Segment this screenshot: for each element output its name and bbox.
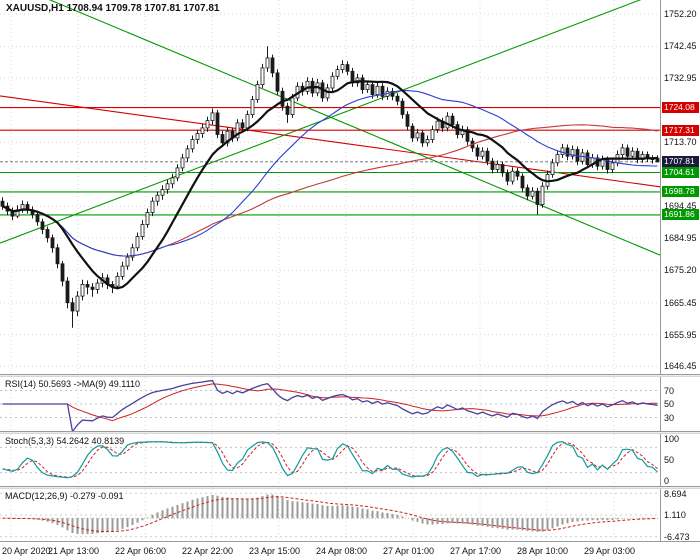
rsi-tick: 30 [664, 412, 675, 423]
macd-canvas[interactable] [0, 489, 660, 541]
price-tick: 1713.70 [664, 137, 697, 148]
level-price-badge: 1724.08 [662, 102, 699, 114]
price-tick: 1665.45 [664, 297, 697, 308]
panel-divider[interactable] [0, 431, 700, 434]
stoch-k-line [2, 441, 658, 479]
time-label: 20 Apr 2020 [2, 546, 51, 556]
stoch-tick: 0 [664, 475, 670, 486]
price-tick: 1646.45 [664, 361, 697, 372]
time-label: 27 Apr 17:00 [450, 546, 502, 556]
macd-histogram [6, 494, 654, 535]
level-price-badge: 1698.78 [662, 186, 699, 198]
price-tick: 1732.95 [664, 73, 697, 84]
stochastic-axis[interactable]: 100 50 0 [660, 434, 700, 486]
rsi-tick: 70 [664, 385, 675, 396]
macd-tick: 1.110 [664, 510, 686, 520]
rsi-label: RSI(14) 50.5693 ->MA(9) 49.1110 [5, 379, 140, 389]
price-tick: 1752.20 [664, 8, 697, 19]
price-tick: 1694.45 [664, 201, 697, 212]
rsi-panel: 70 50 30 RSI(14) 50.5693 ->MA(9) 49.1110 [0, 377, 700, 431]
current-price-badge: 1707.81 [662, 156, 699, 168]
rsi-line [2, 379, 658, 431]
macd-axis[interactable]: 8.694 1.110 -6.473 [660, 489, 700, 542]
time-label: 23 Apr 15:00 [249, 546, 301, 556]
macd-tick: -6.473 [664, 531, 690, 542]
panel-divider[interactable] [0, 374, 700, 377]
candles [0, 46, 660, 328]
macd-grid [0, 489, 660, 541]
rsi-tick: 50 [664, 399, 675, 409]
time-label: 22 Apr 22:00 [182, 546, 234, 556]
trendlines[interactable] [0, 0, 660, 256]
price-chart-canvas[interactable] [0, 0, 660, 374]
rsi-axis[interactable]: 70 50 30 [660, 377, 700, 431]
level-price-badge: 1704.61 [662, 167, 699, 178]
panel-divider[interactable] [0, 486, 700, 489]
ma-fast-bold [2, 80, 658, 290]
price-tick: 1684.95 [664, 232, 697, 243]
chart-ohlc-readout: XAUUSD,H1 1708.94 1709.78 1707.81 1707.8… [6, 3, 220, 14]
ma-slow-red [2, 124, 658, 257]
stochastic-label: Stoch(5,3,3) 54.2642 40.8139 [5, 436, 125, 446]
level-price-badge: 1717.31 [662, 124, 699, 136]
price-axis[interactable]: 1752.20 1742.45 1732.95 1713.70 1694.45 1684.… [660, 0, 700, 374]
trendline [0, 0, 642, 244]
macd-signal-line [2, 496, 658, 533]
stoch-tick: 50 [664, 455, 675, 465]
macd-panel: 8.694 1.110 -6.473 MACD(12,26,9) -0.279 -0… [0, 489, 700, 542]
stochastic-panel: 100 50 0 Stoch(5,3,3) 54.2642 40.8139 [0, 434, 700, 486]
time-label: 22 Apr 06:00 [115, 546, 167, 556]
time-label: 21 Apr 13:00 [48, 546, 100, 556]
time-axis[interactable]: 20 Apr 2020 21 Apr 13:00 22 Apr 06:00 22 Ap… [0, 541, 700, 560]
trendline [48, 0, 660, 256]
stochastic-canvas[interactable] [0, 434, 660, 486]
rsi-canvas[interactable] [0, 377, 660, 431]
trendline [0, 95, 660, 188]
time-label: 27 Apr 01:00 [383, 546, 435, 556]
price-tick: 1675.20 [664, 265, 697, 276]
time-label: 28 Apr 10:00 [517, 546, 569, 556]
main-chart-panel: 1752.20 1742.45 1732.95 1713.70 1694.45 1684.… [0, 0, 700, 374]
stoch-tick: 100 [664, 434, 680, 445]
level-price-badge: 1691.86 [662, 209, 699, 221]
price-tick: 1742.45 [664, 41, 697, 52]
macd-label: MACD(12,26,9) -0.279 -0.091 [5, 491, 124, 501]
price-tick: 1655.95 [664, 329, 697, 340]
level-lines[interactable] [0, 107, 660, 216]
ma-medium-blue [2, 89, 658, 257]
macd-tick: 8.694 [664, 489, 687, 499]
grid [0, 0, 660, 374]
rsi-grid [0, 377, 660, 431]
time-label: 24 Apr 08:00 [316, 546, 368, 556]
time-label: 29 Apr 03:00 [584, 546, 636, 556]
stoch-d-line [2, 441, 658, 478]
